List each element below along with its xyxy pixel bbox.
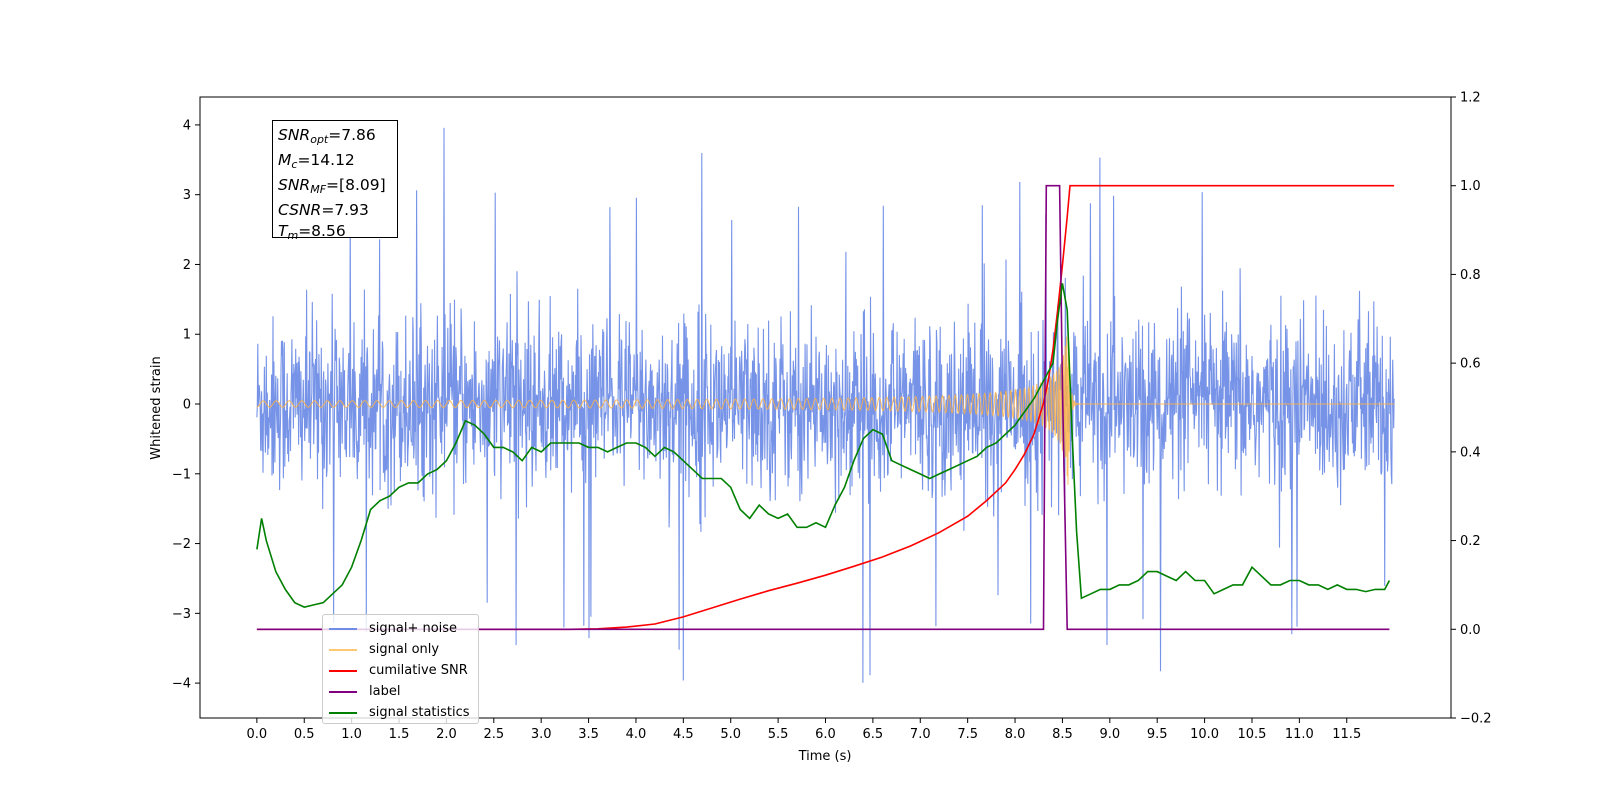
y-tick-label: −2 (172, 537, 191, 552)
x-tick-label: 8.5 (1052, 727, 1073, 742)
plot-data-layer (256, 127, 1395, 683)
x-tick-label: 6.0 (815, 727, 836, 742)
series-signal-noise (256, 127, 1395, 683)
y2-tick-label: 0.8 (1460, 268, 1481, 283)
axis-ticks-layer: 0.0 0.5 1.0 1.5 2.0 2.5 3.0 3.5 4.0 4.5 5.0 5.5 6.0 6… (172, 91, 1492, 743)
y-tick-label: 3 (183, 188, 191, 203)
legend-swatch (329, 648, 357, 651)
stats-annotation-box: SNRopt=7.86 Mc=14.12 SNRMF=[8.09] CSNR=7… (272, 120, 398, 242)
x-tick-label: 2.5 (483, 727, 504, 742)
legend-swatch (329, 669, 357, 672)
x-axis-label: Time (s) (798, 749, 852, 764)
legend-swatch (329, 690, 357, 693)
tm-line: Tm=8.56 (278, 222, 346, 242)
x-tick-label: 8.0 (1005, 727, 1026, 742)
y-tick-label: −3 (172, 607, 191, 622)
chart-legend: signal+ noise signal only cumilative SNR… (322, 614, 479, 724)
y2-tick-label: 0.2 (1460, 534, 1481, 549)
csnr-line: CSNR=7.93 (278, 201, 369, 219)
series-signal-statistics (256, 283, 1391, 608)
legend-item-signal-only: signal only (327, 639, 478, 660)
x-tick-label: 11.0 (1285, 727, 1314, 742)
y-tick-label: 2 (183, 258, 191, 273)
series-signal-only (256, 336, 1395, 485)
y2-tick-label: 1.0 (1460, 179, 1481, 194)
x-tick-label: 3.5 (578, 727, 599, 742)
y-tick-label: −1 (172, 467, 191, 482)
x-tick-label: 5.5 (768, 727, 789, 742)
x-tick-label: 10.0 (1190, 727, 1219, 742)
series-cumulative-snr (256, 184, 1395, 631)
snr-opt-line: SNRopt=7.86 (278, 126, 376, 146)
legend-item-label: label label only (327, 681, 478, 702)
legend-swatch (329, 711, 357, 714)
x-tick-label: 5.0 (720, 727, 741, 742)
legend-label: signal statistics (369, 705, 470, 720)
y2-tick-label: 0.6 (1460, 357, 1481, 372)
y2-tick-label: 0.4 (1460, 445, 1481, 460)
legend-item-cumulative-snr: cumilative SNR (327, 660, 478, 681)
y2-tick-label: −0.2 (1460, 712, 1492, 727)
mc-line: Mc=14.12 (278, 151, 355, 171)
y-tick-label: 4 (183, 118, 191, 133)
series-label (256, 184, 1390, 631)
y-tick-label: −4 (172, 677, 191, 692)
x-tick-label: 1.5 (389, 727, 410, 742)
y-tick-label: 0 (183, 398, 191, 413)
legend-label: signal only (369, 642, 440, 657)
y2-tick-label: 1.2 (1460, 91, 1481, 106)
y-axis-label: Whitened strain (149, 356, 164, 459)
x-tick-label: 11.5 (1332, 727, 1361, 742)
y2-tick-label: 0.0 (1460, 623, 1481, 638)
snr-mf-line: SNRMF=[8.09] (278, 176, 386, 196)
legend-label: cumilative SNR (369, 663, 468, 678)
x-tick-label: 2.0 (436, 727, 457, 742)
x-tick-label: 9.5 (1147, 727, 1168, 742)
legend-item-signal-statistics: signal statistics (327, 702, 478, 723)
x-tick-label: 9.0 (1099, 727, 1120, 742)
y-tick-label: 1 (183, 328, 191, 343)
x-tick-label: 0.0 (247, 727, 268, 742)
x-tick-label: 0.5 (294, 727, 315, 742)
legend-swatch (329, 627, 357, 630)
legend-item-signal-noise: signal+ noise (327, 618, 478, 639)
x-tick-label: 4.5 (673, 727, 694, 742)
x-tick-label: 1.0 (341, 727, 362, 742)
x-tick-label: 6.5 (863, 727, 884, 742)
x-tick-label: 3.0 (531, 727, 552, 742)
x-tick-label: 7.0 (910, 727, 931, 742)
legend-label: label (369, 684, 401, 699)
x-tick-label: 7.5 (957, 727, 978, 742)
x-tick-label: 4.0 (626, 727, 647, 742)
legend-label: signal+ noise (369, 621, 458, 636)
x-tick-label: 10.5 (1238, 727, 1267, 742)
